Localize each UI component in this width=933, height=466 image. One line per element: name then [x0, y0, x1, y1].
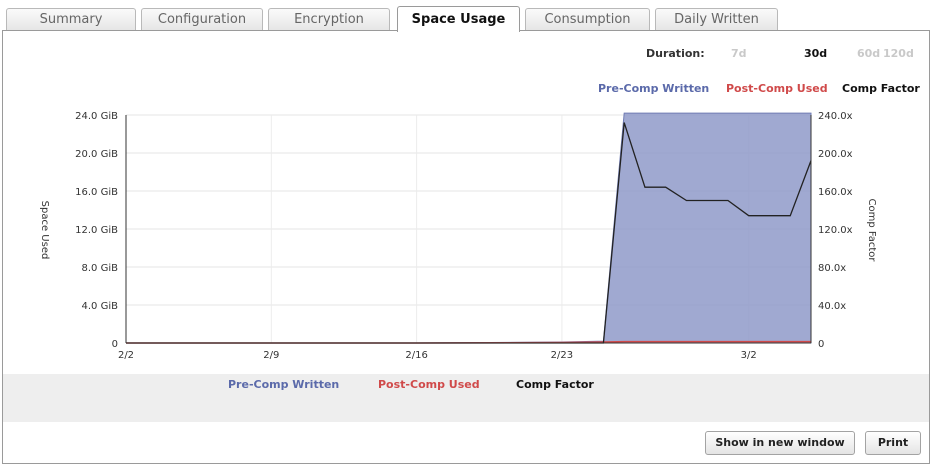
legend-top-comp-factor[interactable]: Comp Factor — [842, 82, 920, 95]
x-tick-label: 3/2 — [741, 350, 757, 361]
tab-configuration[interactable]: Configuration — [141, 8, 263, 30]
x-tick-label: 2/9 — [263, 350, 279, 361]
legend-bottom-pre-comp[interactable]: Pre-Comp Written — [228, 378, 340, 391]
tab-space-usage[interactable]: Space Usage — [397, 6, 520, 32]
x-tick-label: 2/16 — [405, 350, 427, 361]
legend-band — [3, 374, 929, 422]
y-tick-label: 16.0 GiB — [75, 187, 118, 198]
duration-120d[interactable]: 120d — [883, 47, 914, 60]
y-tick-label: 0 — [112, 339, 118, 350]
show-in-new-window-button[interactable]: Show in new window — [705, 431, 855, 455]
duration-7d[interactable]: 7d — [731, 47, 747, 60]
duration-60d[interactable]: 60d — [857, 47, 881, 60]
tab-consumption[interactable]: Consumption — [525, 8, 650, 30]
chart-axes: 0 4.0 GiB 8.0 GiB 12.0 GiB 16.0 GiB 20.0 GiB 2… — [75, 111, 852, 361]
print-button[interactable]: Print — [865, 431, 921, 455]
x-tick-label: 2/23 — [551, 350, 573, 361]
y-tick-label: 8.0 GiB — [82, 263, 119, 274]
y-tick-label: 20.0 GiB — [75, 149, 118, 160]
y-tick-label: 4.0 GiB — [82, 301, 119, 312]
y2-tick-label: 120.0x — [818, 225, 853, 236]
duration-30d[interactable]: 30d — [804, 47, 828, 60]
y2-tick-label: 240.0x — [818, 111, 853, 122]
tab-summary[interactable]: Summary — [6, 8, 136, 30]
chart-areas — [126, 112, 812, 344]
y2-axis-title: Comp Factor — [866, 199, 877, 263]
y2-tick-label: 80.0x — [818, 263, 846, 274]
y-tick-label: 24.0 GiB — [75, 111, 118, 122]
tab-bar: Summary Configuration Encryption Space U… — [0, 0, 933, 32]
y-axis-title: Space Used — [39, 201, 50, 260]
duration-label: Duration: — [646, 47, 705, 60]
space-usage-chart: 0 4.0 GiB 8.0 GiB 12.0 GiB 16.0 GiB 20.0 GiB 2… — [39, 111, 877, 361]
x-tick-label: 2/2 — [118, 350, 134, 361]
y2-tick-label: 0 — [818, 339, 824, 350]
y2-tick-label: 160.0x — [818, 187, 853, 198]
legend-top-pre-comp[interactable]: Pre-Comp Written — [598, 82, 710, 95]
legend-top-post-comp[interactable]: Post-Comp Used — [726, 82, 828, 95]
tab-encryption[interactable]: Encryption — [268, 8, 390, 30]
legend-bottom-comp-factor[interactable]: Comp Factor — [516, 378, 594, 391]
y2-tick-label: 40.0x — [818, 301, 846, 312]
tab-daily-written[interactable]: Daily Written — [655, 8, 778, 30]
legend-bottom-post-comp[interactable]: Post-Comp Used — [378, 378, 480, 391]
pre-comp-written-area — [126, 112, 812, 344]
y2-tick-label: 200.0x — [818, 149, 853, 160]
y-tick-label: 12.0 GiB — [75, 225, 118, 236]
